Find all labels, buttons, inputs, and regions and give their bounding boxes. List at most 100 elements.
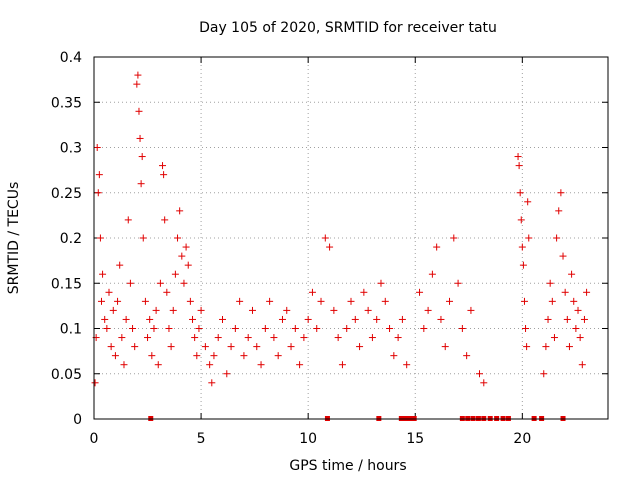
data-point bbox=[291, 325, 299, 332]
data-point bbox=[576, 334, 584, 342]
data-point bbox=[287, 343, 295, 351]
data-point bbox=[441, 343, 449, 351]
data-point bbox=[553, 234, 561, 242]
data-point bbox=[109, 306, 117, 314]
tick-labels: 0 0.05 0.1 0.15 0.2 0.25 0.3 0.35 0.4 0 5 10 15 20 bbox=[51, 50, 531, 447]
data-point bbox=[446, 297, 454, 305]
data-point bbox=[334, 334, 342, 342]
data-point bbox=[182, 243, 190, 251]
data-point bbox=[326, 243, 334, 251]
data-point bbox=[91, 379, 99, 387]
x-tick-label: 15 bbox=[406, 431, 424, 447]
data-point bbox=[139, 234, 147, 242]
data-point bbox=[95, 171, 103, 179]
data-point bbox=[223, 370, 231, 378]
data-point bbox=[570, 297, 578, 305]
data-point bbox=[266, 297, 274, 305]
data-point bbox=[544, 315, 552, 323]
data-point bbox=[161, 216, 169, 224]
data-point bbox=[394, 334, 402, 342]
data-point bbox=[156, 279, 164, 287]
data-point bbox=[210, 352, 218, 360]
data-point bbox=[360, 288, 368, 296]
data-point bbox=[563, 315, 571, 323]
data-point bbox=[146, 315, 154, 323]
data-point bbox=[550, 334, 558, 342]
y-tick-label: 0.4 bbox=[60, 50, 82, 66]
data-point bbox=[206, 361, 214, 369]
data-point bbox=[364, 306, 372, 314]
data-point bbox=[103, 325, 111, 332]
data-point bbox=[433, 243, 441, 251]
data-point bbox=[274, 352, 282, 360]
data-point bbox=[450, 234, 458, 242]
x-tick-label: 10 bbox=[299, 431, 317, 447]
data-point bbox=[135, 107, 143, 115]
data-point bbox=[548, 297, 556, 305]
data-point bbox=[193, 352, 201, 360]
data-point bbox=[467, 306, 475, 314]
y-tick-label: 0.35 bbox=[51, 95, 82, 111]
data-point bbox=[540, 370, 548, 378]
data-point bbox=[126, 279, 134, 287]
data-point bbox=[137, 180, 145, 188]
data-point bbox=[129, 325, 137, 332]
data-point bbox=[257, 361, 265, 369]
data-point bbox=[124, 216, 132, 224]
data-point bbox=[296, 361, 304, 369]
data-point bbox=[522, 325, 530, 332]
data-point bbox=[105, 288, 113, 296]
data-point bbox=[111, 352, 119, 360]
data-point bbox=[458, 325, 466, 332]
data-point bbox=[525, 234, 533, 242]
data-point bbox=[136, 134, 144, 142]
data-point bbox=[351, 315, 359, 323]
data-point bbox=[116, 261, 124, 269]
data-point bbox=[518, 243, 526, 251]
data-point bbox=[580, 315, 588, 323]
data-point bbox=[189, 315, 197, 323]
data-point bbox=[381, 297, 389, 305]
data-point bbox=[542, 343, 550, 351]
data-point bbox=[134, 71, 142, 79]
data-point bbox=[131, 343, 139, 351]
data-point bbox=[308, 288, 316, 296]
data-point bbox=[118, 334, 126, 342]
data-point bbox=[398, 315, 406, 323]
y-tick-label: 0.15 bbox=[51, 276, 82, 292]
data-point bbox=[261, 325, 269, 332]
data-point bbox=[515, 162, 523, 170]
data-point bbox=[330, 306, 338, 314]
data-point bbox=[565, 343, 573, 351]
data-point bbox=[227, 343, 235, 351]
data-point bbox=[214, 334, 222, 342]
data-point bbox=[253, 343, 261, 351]
y-tick-label: 0.2 bbox=[60, 231, 82, 247]
x-tick-label: 0 bbox=[90, 431, 99, 447]
data-point bbox=[114, 297, 122, 305]
data-point bbox=[480, 379, 488, 387]
data-point bbox=[180, 279, 188, 287]
data-point bbox=[437, 315, 445, 323]
data-point bbox=[165, 325, 173, 332]
data-point bbox=[300, 334, 308, 342]
data-point bbox=[191, 334, 199, 342]
data-point bbox=[163, 288, 171, 296]
data-point bbox=[463, 352, 471, 360]
data-point bbox=[377, 279, 385, 287]
data-point bbox=[578, 361, 586, 369]
data-point bbox=[236, 297, 244, 305]
y-tick-label: 0.25 bbox=[51, 186, 82, 202]
data-point bbox=[167, 343, 175, 351]
data-point bbox=[428, 270, 436, 278]
data-point bbox=[122, 315, 130, 323]
data-point bbox=[313, 325, 321, 332]
data-point bbox=[186, 297, 194, 305]
data-point bbox=[169, 306, 177, 314]
data-point bbox=[184, 261, 192, 269]
data-point bbox=[347, 297, 355, 305]
data-point bbox=[555, 207, 563, 215]
data-point bbox=[520, 297, 528, 305]
data-point bbox=[546, 279, 554, 287]
data-point bbox=[148, 352, 156, 360]
